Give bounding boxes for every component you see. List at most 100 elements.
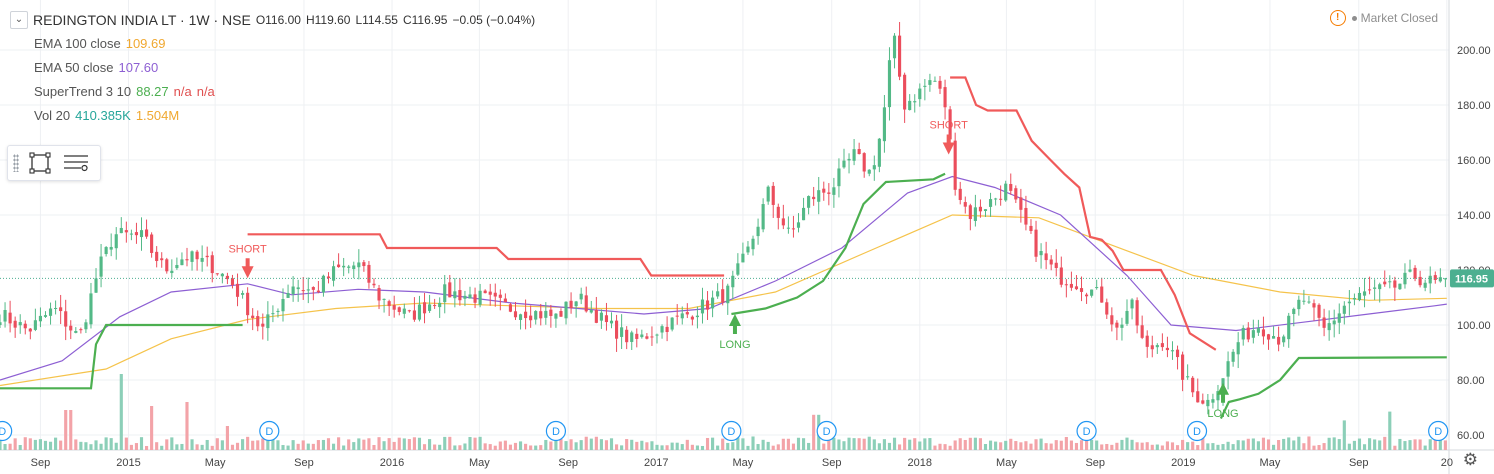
select-frame-icon[interactable] [25, 148, 55, 178]
volume-bar [114, 442, 118, 450]
symbol-title[interactable]: REDINGTON INDIA LT · 1W · NSE [33, 12, 251, 28]
ema100-legend[interactable]: EMA 100 close 109.69 [34, 32, 540, 56]
volume-legend[interactable]: Vol 20 410.385K 1.504M [34, 104, 540, 128]
volume-bar [544, 439, 548, 450]
dividend-marker[interactable]: D [0, 420, 13, 442]
warning-icon[interactable]: ! [1329, 10, 1346, 26]
volume-bar [867, 436, 871, 450]
ema100-name: EMA 100 close [34, 36, 121, 51]
dividend-marker[interactable]: D [816, 420, 837, 442]
volume-bar [847, 437, 851, 450]
volume-bar [473, 437, 477, 450]
candle-body [1226, 361, 1230, 377]
volume-bar [331, 443, 336, 450]
candle-body [185, 259, 189, 261]
volume-bar [584, 436, 588, 450]
candle-body [291, 286, 295, 295]
candle-body [1069, 283, 1073, 288]
volume-bar [281, 445, 285, 450]
candle-body [529, 315, 533, 321]
volume-bar [898, 444, 902, 450]
candle-body [503, 298, 507, 302]
ema50-legend[interactable]: EMA 50 close 107.60 [34, 56, 540, 80]
gear-icon[interactable]: ⚙ [1462, 450, 1478, 469]
dividend-label: D [1434, 426, 1442, 438]
dividend-marker[interactable]: D [259, 420, 280, 442]
dividend-marker[interactable]: D [1186, 420, 1208, 442]
candle-body [599, 312, 603, 321]
candle-body [114, 234, 118, 249]
candle-body [74, 330, 78, 333]
candle-body [842, 160, 846, 168]
volume-bar [342, 445, 346, 450]
down-arrow-icon [942, 134, 955, 155]
volume-bar [539, 445, 543, 450]
volume-bar [1226, 441, 1230, 450]
candle-body [150, 234, 154, 253]
candle-body [251, 315, 255, 318]
volume-bar [347, 439, 351, 450]
volume-bar [74, 439, 78, 450]
candle-body [1201, 400, 1205, 404]
candle-body [256, 316, 260, 327]
volume-bar [726, 442, 730, 450]
volume-bar [1271, 444, 1276, 450]
volume-bar [903, 437, 907, 450]
candle-body [175, 264, 179, 269]
candle-body [938, 80, 942, 89]
short-label: SHORT [930, 120, 969, 132]
x-tick-label: May [1260, 457, 1281, 469]
volume-bar [362, 439, 366, 450]
volume-bar [1312, 445, 1316, 450]
ema50-name: EMA 50 close [34, 60, 114, 75]
candle-body [1362, 291, 1367, 296]
candle-body [524, 311, 528, 319]
candle-body [311, 287, 315, 290]
volume-bar [685, 439, 689, 450]
candle-body [23, 323, 27, 329]
volume-bar [786, 438, 790, 450]
volume-bar [48, 441, 53, 450]
supertrend-down-line [950, 76, 1217, 351]
candle-body [422, 302, 427, 314]
volume-bar [1287, 437, 1291, 450]
candle-body [680, 313, 684, 319]
volume-bar [160, 445, 164, 450]
high-value: H119.60 [305, 13, 351, 27]
volume-bar [913, 438, 917, 450]
volume-bar [614, 444, 619, 450]
grid [0, 0, 1449, 450]
candle-body [1332, 320, 1336, 325]
candle-body [1398, 283, 1402, 290]
candle-body [1095, 287, 1099, 289]
volume-bar [928, 438, 932, 450]
volume-bar [973, 437, 977, 450]
supertrend-legend[interactable]: SuperTrend 3 10 88.27 n/a n/a [34, 80, 540, 104]
volume-bar [119, 374, 123, 450]
candle-body [13, 320, 17, 328]
candle-body [1352, 297, 1356, 300]
dividend-marker[interactable]: D [1428, 420, 1449, 442]
volume-bar [1393, 445, 1397, 450]
candle-body [746, 246, 750, 253]
list-icon[interactable] [61, 148, 91, 178]
candle-body [18, 322, 22, 326]
volume-bar [397, 437, 401, 450]
dividend-marker[interactable]: D [721, 420, 742, 442]
candle-body [1388, 281, 1392, 283]
volume-bar [1383, 436, 1387, 450]
drag-handle[interactable] [13, 154, 19, 172]
candle-body [337, 264, 341, 268]
candle-body [382, 298, 386, 300]
candle-body [1085, 294, 1089, 297]
dividend-marker[interactable]: D [1076, 420, 1097, 442]
volume-bar [235, 442, 240, 450]
dividend-marker[interactable]: D [545, 420, 567, 442]
x-tick-label: 2016 [380, 457, 404, 469]
volume-bar [604, 440, 609, 450]
volume-bar [69, 410, 73, 450]
candle-body [1206, 399, 1210, 407]
chevron-down-icon[interactable]: ⌄ [10, 11, 28, 29]
candle-body [1039, 251, 1043, 256]
